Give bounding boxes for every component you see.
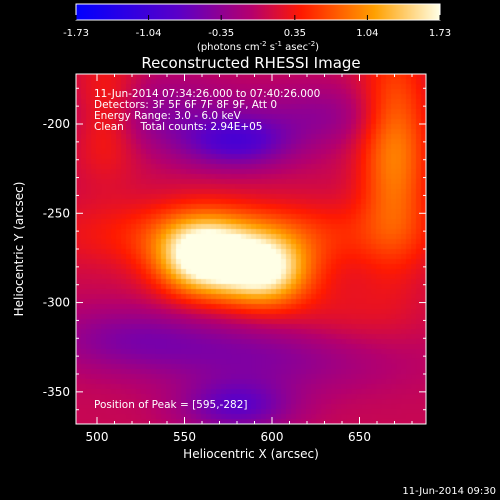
y-tick-label: -200: [43, 117, 70, 131]
colorbar: [76, 4, 440, 20]
x-tick-label: 550: [173, 430, 196, 444]
info-detectors: Detectors: 3F 5F 6F 7F 8F 9F, Att 0: [94, 99, 277, 111]
colorbar-tick-label: -0.35: [208, 28, 234, 39]
colorbar-tick-label: -1.04: [136, 28, 162, 39]
info-energy-range: Energy Range: 3.0 - 6.0 keV: [94, 110, 242, 122]
colorbar-tick-label: 1.73: [429, 28, 451, 39]
axis-ticks: 500 550 600 650 -200 -250 -300 -350: [43, 74, 426, 444]
y-axis-label: Heliocentric Y (arcsec): [12, 182, 26, 317]
peak-position-label: Position of Peak = [595,-282]: [94, 399, 248, 411]
x-tick-label: 600: [261, 430, 284, 444]
x-tick-label: 500: [86, 430, 109, 444]
x-axis-label: Heliocentric X (arcsec): [183, 447, 319, 461]
colorbar-tick-label: 0.35: [284, 28, 306, 39]
chart-title: Reconstructed RHESSI Image: [141, 54, 360, 72]
y-tick-label: -350: [43, 385, 70, 399]
y-tick-label: -250: [43, 206, 70, 220]
info-total-counts: Clean Total counts: 2.94E+05: [94, 121, 263, 133]
colorbar-tick-label: -1.73: [63, 28, 89, 39]
y-tick-label: -300: [43, 296, 70, 310]
colorbar-ticks: -1.73 -1.04 -0.35 0.35 1.04 1.73: [63, 15, 451, 39]
colorbar-frame: [75, 3, 441, 21]
colorbar-tick-label: 1.04: [356, 28, 378, 39]
footer-timestamp: 11-Jun-2014 09:30: [402, 486, 496, 497]
info-time-range: 11-Jun-2014 07:34:26.000 to 07:40:26.000: [94, 88, 320, 100]
colorbar-unit: (photons cm-2 s-1 asec-2): [197, 40, 319, 53]
x-tick-label: 650: [348, 430, 371, 444]
heatmap-image: [76, 74, 426, 424]
